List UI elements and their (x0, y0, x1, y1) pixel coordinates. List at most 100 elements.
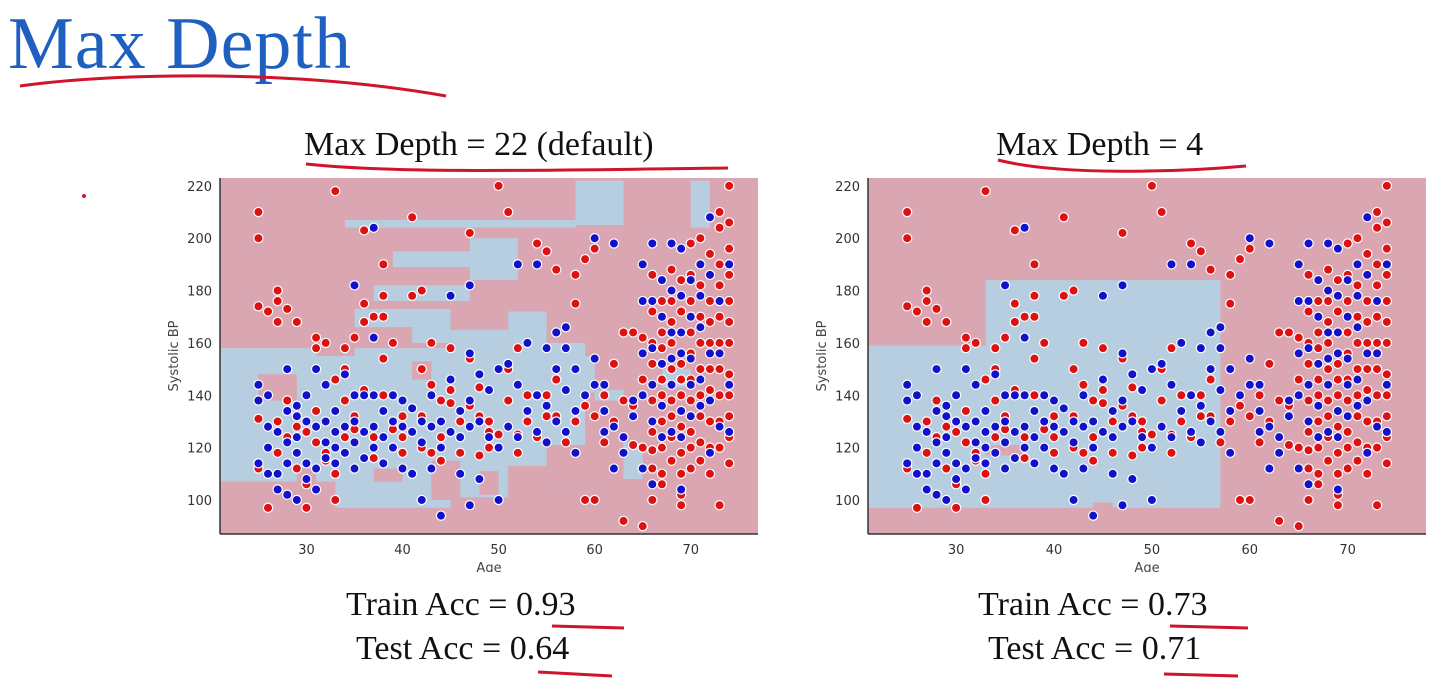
data-point-blue (1039, 390, 1050, 401)
data-point-blue (685, 379, 696, 390)
data-point-blue (1097, 290, 1109, 301)
data-point-red (406, 212, 418, 223)
data-point-red (1362, 337, 1373, 349)
data-point-blue (911, 390, 923, 401)
data-point-red (1322, 395, 1334, 406)
data-point-blue (368, 222, 379, 233)
data-point-blue (349, 280, 360, 291)
data-point-red (1332, 374, 1344, 385)
data-point-blue (608, 463, 620, 474)
data-point-red (272, 316, 283, 328)
data-point-red (541, 390, 552, 401)
data-point-blue (1273, 447, 1285, 459)
data-point-red (921, 416, 932, 427)
data-point-blue (990, 447, 1001, 459)
data-point-blue (1195, 437, 1207, 448)
data-point-blue (675, 484, 687, 495)
data-point-blue (1019, 421, 1030, 432)
data-point-red (666, 337, 677, 349)
data-point-blue (999, 416, 1011, 427)
x-tick-label: 30 (948, 543, 965, 558)
data-point-red (579, 400, 591, 411)
data-point-red (723, 295, 735, 307)
data-point-red (723, 243, 735, 254)
data-point-red (397, 447, 408, 459)
data-point-red (1332, 500, 1344, 511)
data-point-red (1283, 327, 1295, 338)
data-point-blue (1215, 322, 1226, 333)
data-point-blue (435, 510, 447, 521)
data-point-blue (695, 374, 706, 385)
data-point-blue (1342, 411, 1353, 422)
data-point-red (1381, 316, 1393, 328)
data-point-blue (291, 400, 303, 411)
data-point-red (1107, 416, 1118, 427)
decision-region-red (373, 468, 403, 482)
data-point-blue (406, 468, 418, 479)
data-point-blue (1009, 452, 1021, 464)
data-point-blue (570, 363, 581, 375)
data-point-red (1352, 280, 1363, 291)
data-point-blue (1332, 243, 1344, 254)
data-point-blue (637, 348, 648, 359)
data-point-blue (1322, 426, 1334, 438)
data-point-blue (282, 437, 293, 448)
data-point-blue (675, 243, 687, 254)
data-point-blue (416, 494, 427, 506)
data-point-blue (464, 395, 475, 406)
data-point-red (723, 180, 735, 192)
data-point-red (704, 384, 716, 396)
data-point-blue (330, 426, 341, 438)
data-point-blue (675, 431, 687, 443)
data-point-blue (675, 405, 687, 417)
data-point-red (1136, 416, 1148, 427)
train-acc-label-right: Train Acc = (978, 586, 1148, 623)
data-point-red (1087, 395, 1099, 406)
data-point-red (1381, 217, 1393, 228)
data-point-blue (1322, 285, 1334, 296)
data-point-red (1273, 515, 1285, 527)
data-point-blue (387, 442, 399, 453)
data-point-red (1273, 395, 1285, 406)
data-point-blue (531, 259, 543, 270)
data-point-red (1156, 206, 1167, 218)
data-point-red (1303, 494, 1314, 506)
data-point-red (1381, 295, 1393, 307)
scatter-chart-right: 30 40 50 60 70 100 120 140 160 180 200 220 Age Systol… (815, 178, 1426, 572)
data-point-blue (378, 458, 389, 469)
data-point-blue (999, 280, 1011, 291)
data-point-blue (723, 259, 735, 270)
data-point-red (1293, 332, 1304, 343)
data-point-red (1048, 447, 1060, 459)
data-point-red (921, 285, 932, 296)
data-point-blue (397, 421, 408, 432)
data-point-blue (1029, 458, 1040, 469)
data-point-red (1332, 306, 1344, 317)
data-point-red (464, 227, 475, 239)
data-point-red (695, 455, 706, 466)
data-point-red (474, 450, 485, 461)
x-tick-label: 50 (1144, 543, 1161, 558)
data-point-blue (1322, 327, 1334, 338)
data-point-blue (970, 437, 981, 448)
data-point-red (685, 327, 696, 338)
data-point-blue (637, 259, 648, 270)
data-point-blue (282, 458, 293, 469)
slide-title: Max Depth (8, 3, 352, 85)
data-point-red (1322, 411, 1334, 422)
data-point-red (1371, 222, 1383, 233)
data-point-red (1342, 295, 1353, 307)
data-point-red (1313, 468, 1324, 479)
data-point-red (637, 442, 648, 453)
data-point-blue (911, 442, 923, 453)
data-point-blue (1244, 353, 1255, 364)
data-point-blue (512, 379, 524, 390)
data-point-red (253, 233, 264, 244)
data-point-red (493, 429, 504, 440)
data-point-blue (1127, 369, 1138, 380)
data-point-red (695, 363, 706, 375)
data-point-red (551, 264, 562, 275)
data-point-blue (1313, 358, 1324, 370)
data-point-red (253, 206, 264, 218)
data-point-blue (618, 431, 629, 443)
